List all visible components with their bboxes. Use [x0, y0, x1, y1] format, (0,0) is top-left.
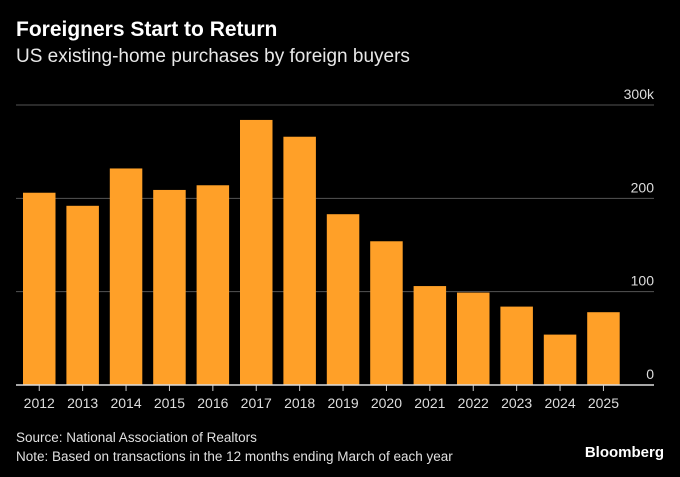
bar-2013 — [66, 205, 99, 385]
x-tick-label: 2024 — [544, 395, 575, 411]
bar-2018 — [283, 136, 316, 385]
x-tick-label: 2017 — [241, 395, 272, 411]
bloomberg-logo: Bloomberg — [584, 444, 664, 461]
bar-2023 — [500, 306, 533, 385]
x-tick-label: 2012 — [24, 395, 55, 411]
x-tick-label: 2025 — [588, 395, 619, 411]
chart-title: Foreigners Start to Return — [16, 18, 278, 41]
bar-2020 — [370, 241, 403, 385]
y-tick-label: 100 — [631, 273, 655, 289]
bar-2012 — [23, 192, 56, 385]
y-tick-label: 300k — [624, 86, 655, 102]
x-tick-label: 2023 — [501, 395, 532, 411]
bar-2021 — [413, 286, 447, 385]
bar-2019 — [326, 214, 360, 385]
x-tick-label: 2013 — [67, 395, 98, 411]
y-tick-label: 200 — [631, 179, 655, 195]
x-tick-label: 2021 — [414, 395, 445, 411]
bar-2022 — [457, 292, 490, 385]
bar-2017 — [240, 119, 273, 385]
bar-2014 — [109, 168, 143, 385]
bar-2016 — [196, 185, 230, 385]
y-tick-label: 0 — [646, 366, 654, 382]
x-tick-label: 2015 — [154, 395, 185, 411]
x-tick-label: 2019 — [327, 395, 358, 411]
x-tick-label: 2014 — [110, 395, 141, 411]
bar-2024 — [543, 334, 577, 385]
chart-subtitle: US existing-home purchases by foreign bu… — [16, 46, 410, 67]
footnote: Note: Based on transactions in the 12 mo… — [16, 449, 453, 464]
x-tick-label: 2020 — [371, 395, 402, 411]
x-tick-label: 2016 — [197, 395, 228, 411]
source-note: Source: National Association of Realtors — [16, 430, 257, 445]
bar-2015 — [153, 189, 186, 385]
x-tick-label: 2018 — [284, 395, 315, 411]
x-tick-label: 2022 — [458, 395, 489, 411]
bar-2025 — [587, 312, 620, 385]
